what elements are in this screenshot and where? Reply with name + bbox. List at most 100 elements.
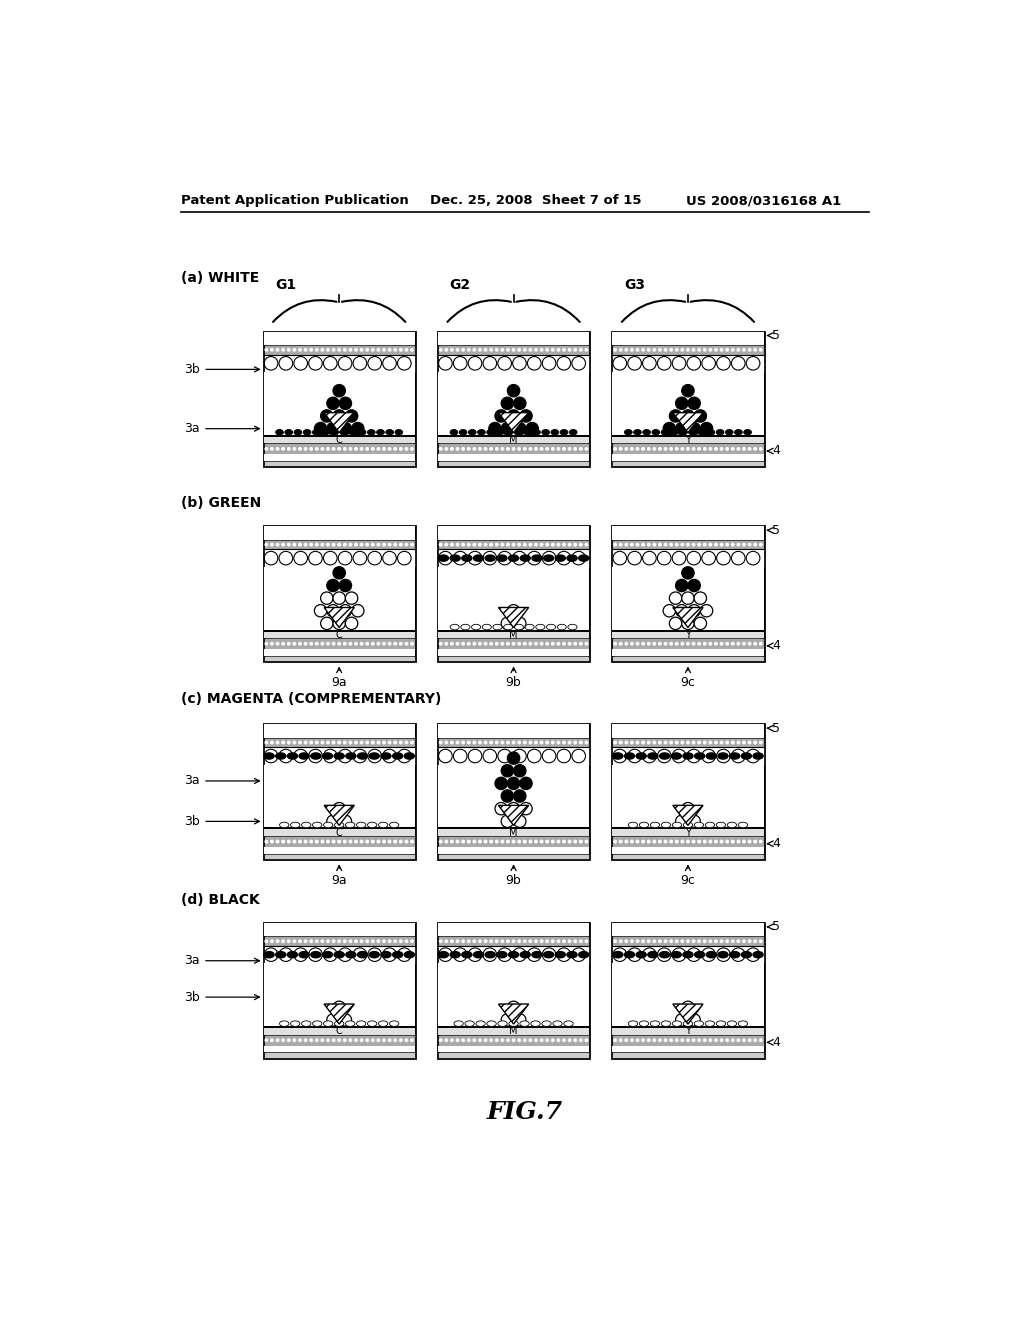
Ellipse shape [324,1020,333,1027]
Circle shape [658,543,662,546]
Circle shape [495,741,499,744]
Circle shape [472,1039,476,1043]
Circle shape [326,447,330,451]
Bar [263,1026,415,1028]
Circle shape [298,447,302,451]
Circle shape [702,543,707,546]
Circle shape [686,642,690,645]
Bar [438,725,589,738]
Circle shape [501,1039,504,1043]
Circle shape [748,1039,752,1043]
Circle shape [520,803,532,814]
Circle shape [393,940,397,942]
Circle shape [702,348,707,351]
Circle shape [438,642,442,645]
Text: M: M [509,630,518,640]
Circle shape [371,543,375,546]
Text: 3a: 3a [184,422,259,436]
Ellipse shape [331,429,339,436]
Circle shape [399,940,402,942]
Circle shape [483,940,487,942]
Ellipse shape [377,429,384,436]
Circle shape [472,940,476,942]
Circle shape [371,447,375,451]
Circle shape [337,642,341,645]
Circle shape [444,940,449,942]
Text: M: M [509,436,518,445]
Circle shape [507,409,520,422]
Circle shape [404,840,409,843]
Circle shape [337,348,341,351]
Text: 4: 4 [772,837,780,850]
Ellipse shape [468,429,476,436]
Bar [263,946,415,964]
Circle shape [697,543,701,546]
Bar [263,331,415,345]
Circle shape [309,1039,313,1043]
Circle shape [333,566,345,579]
Polygon shape [673,607,703,627]
Circle shape [551,447,555,451]
Ellipse shape [694,952,705,958]
Bar [612,461,764,466]
Ellipse shape [730,952,739,958]
Circle shape [270,741,273,744]
Ellipse shape [404,752,415,759]
Circle shape [304,447,307,451]
Ellipse shape [683,752,693,759]
Circle shape [293,642,296,645]
Bar [263,1028,415,1035]
Circle shape [326,348,330,351]
Ellipse shape [310,952,321,958]
Circle shape [321,591,333,605]
Circle shape [630,840,634,843]
Circle shape [444,447,449,451]
Circle shape [359,447,364,451]
Circle shape [731,447,734,451]
Circle shape [298,940,302,942]
Circle shape [641,543,645,546]
Circle shape [697,741,701,744]
Circle shape [641,840,645,843]
Circle shape [495,409,507,422]
Circle shape [573,840,578,843]
Circle shape [556,840,560,843]
Circle shape [652,940,656,942]
Circle shape [742,940,745,942]
Ellipse shape [291,1020,300,1027]
Circle shape [664,940,668,942]
Circle shape [345,409,357,422]
Circle shape [545,741,549,744]
Circle shape [438,348,442,351]
Circle shape [495,447,499,451]
Circle shape [579,1039,583,1043]
Circle shape [759,1039,763,1043]
Circle shape [359,543,364,546]
Circle shape [573,447,578,451]
Circle shape [371,1039,375,1043]
Circle shape [573,940,578,942]
Circle shape [321,940,325,942]
Circle shape [514,789,526,803]
Bar [612,923,764,1057]
Circle shape [393,543,397,546]
Circle shape [720,1039,724,1043]
Bar [263,355,415,372]
Circle shape [264,642,268,645]
Circle shape [736,840,740,843]
Circle shape [613,940,617,942]
Circle shape [354,840,358,843]
Circle shape [304,741,307,744]
Circle shape [742,1039,745,1043]
Circle shape [309,940,313,942]
Circle shape [461,940,465,942]
Circle shape [399,348,402,351]
Circle shape [351,605,364,616]
Circle shape [682,618,694,630]
Ellipse shape [555,952,565,958]
Circle shape [686,741,690,744]
Circle shape [636,940,639,942]
Ellipse shape [662,1020,671,1027]
Bar [612,1035,764,1045]
Circle shape [579,940,583,942]
